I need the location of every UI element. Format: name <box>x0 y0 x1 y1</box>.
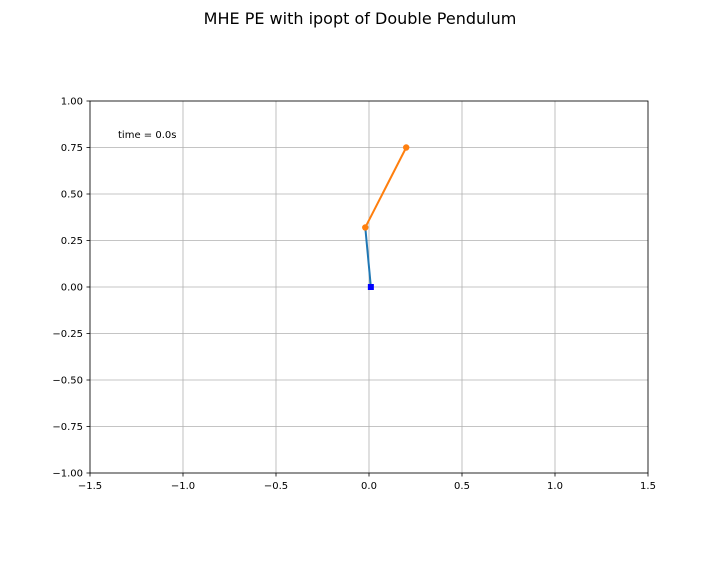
pivot-marker <box>367 284 374 290</box>
pendulum-link-2 <box>364 146 408 229</box>
x-tick-label: −1.0 <box>171 481 195 492</box>
x-tick-label: 1.5 <box>640 481 656 492</box>
chart-title: MHE PE with ipopt of Double Pendulum <box>204 9 517 28</box>
x-tick-label: 0.5 <box>454 481 470 492</box>
x-tick-label: −1.5 <box>78 481 102 492</box>
x-tick-label: 0.0 <box>361 481 377 492</box>
y-tick-label: −0.75 <box>52 422 83 433</box>
x-tick-label: 1.0 <box>547 481 563 492</box>
x-tick-label: −0.5 <box>264 481 288 492</box>
grid <box>89 100 649 474</box>
y-tick-label: 0.75 <box>61 143 83 154</box>
y-tick-label: 0.50 <box>61 190 83 201</box>
pendulum-joint-marker <box>403 144 410 151</box>
y-tick-label: 0.25 <box>61 236 83 247</box>
y-tick-label: 0.00 <box>61 283 83 294</box>
y-tick-label: −0.25 <box>52 329 83 340</box>
ticks: −1.5 −1.0 −0.5 0.0 0.5 1.0 1.5 1.00 0.75 0.50 0.25… <box>52 97 656 493</box>
y-tick-label: −1.00 <box>52 469 83 480</box>
marker-layer <box>362 144 410 290</box>
y-tick-label: 1.00 <box>61 97 83 108</box>
y-tick-label: −0.50 <box>52 376 83 387</box>
pendulum-link-1 <box>364 226 372 288</box>
pendulum-joint-marker <box>362 224 369 231</box>
series-layer <box>364 146 408 288</box>
time-annotation: time = 0.0s <box>118 130 176 141</box>
